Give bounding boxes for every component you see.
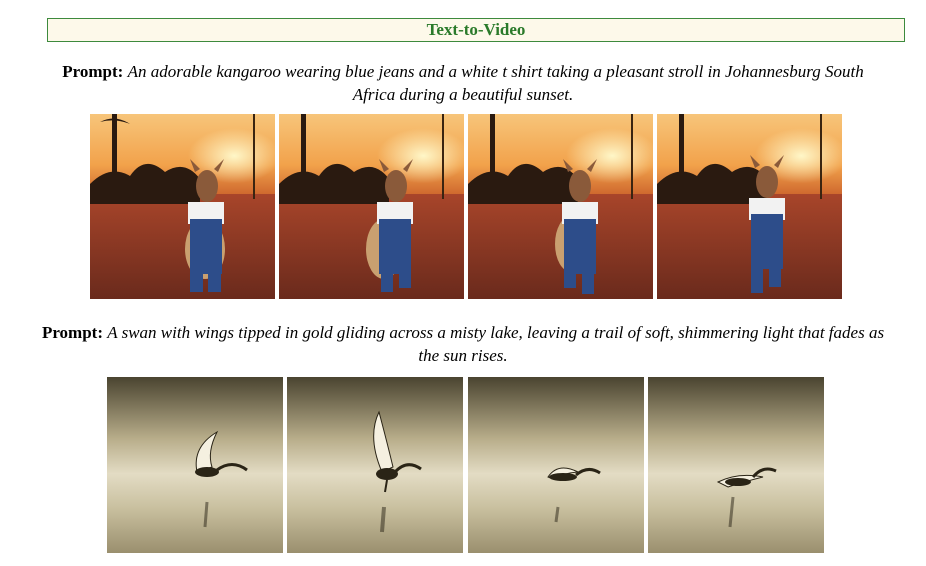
swan-frame-2: [287, 377, 463, 553]
prompt-text: A swan with wings tipped in gold gliding…: [107, 323, 885, 365]
kangaroo-frame-3: [468, 114, 653, 299]
swan-frame-3: [468, 377, 644, 553]
prompt-label: Prompt:: [62, 62, 124, 81]
prompt-kangaroo: Prompt: An adorable kangaroo wearing blu…: [40, 60, 886, 106]
kangaroo-frame-4: [657, 114, 842, 299]
prompt-label: Prompt:: [41, 323, 103, 342]
section-title-box: Text-to-Video: [47, 18, 905, 42]
kangaroo-frame-1: [90, 114, 275, 299]
swan-frame-4: [648, 377, 824, 553]
section-title: Text-to-Video: [426, 20, 526, 39]
prompt-swan: Prompt: A swan with wings tipped in gold…: [40, 321, 886, 367]
kangaroo-frame-2: [279, 114, 464, 299]
prompt-text: An adorable kangaroo wearing blue jeans …: [127, 62, 864, 104]
swan-frame-1: [107, 377, 283, 553]
